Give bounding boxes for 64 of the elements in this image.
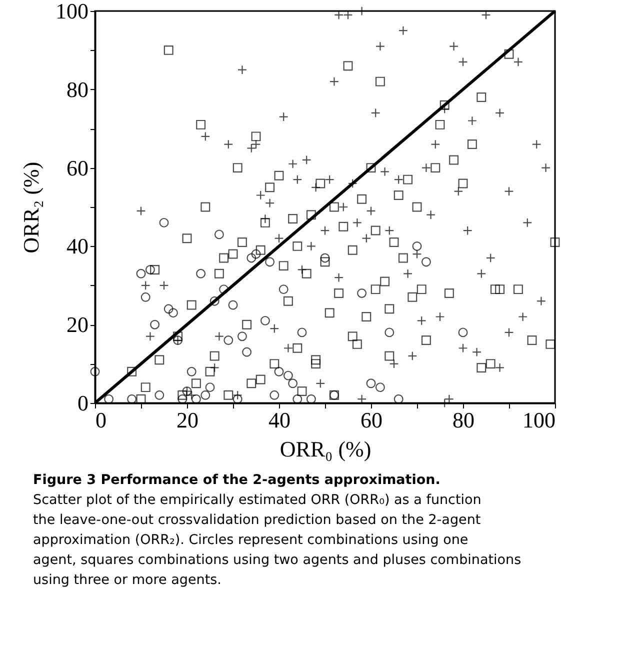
point [136,268,146,278]
point [329,390,339,400]
point [421,257,431,267]
point [270,390,280,400]
y-tick-label: 0 [78,390,88,416]
y-tick-label: 60 [66,155,88,180]
point [168,308,178,318]
point [154,390,164,400]
point [232,394,242,404]
y-tick-label: 20 [66,312,88,338]
point [186,366,196,376]
point [251,249,261,259]
point [366,378,376,388]
point [219,284,229,294]
point [196,268,206,278]
text: Scatter plot of the empirically estimated ORR (ORR₀) as a function the leave-one-out crossvalidation prediction based on the 2-agent approximation (ORR₂). Circles represent combinations using one agent, squares combinations using two agents and pluses combinations using three or more agents. [33,492,522,588]
caption: Figure 3 Performance of the 2-agents approximation. [33,472,440,488]
point [246,253,256,263]
point [394,394,404,404]
point [173,336,183,346]
point [214,230,224,240]
x-tick-label: 60 [360,408,382,432]
point [265,257,275,267]
point [224,336,234,346]
y-tick-label: 40 [66,234,88,259]
point [90,366,100,376]
x-tick-label: 0 [96,408,106,432]
point [127,394,137,404]
point [178,394,188,404]
y-axis-title: ORR₂ (%) [18,162,44,254]
point [200,390,210,400]
point [278,284,288,294]
point [145,264,155,274]
x-tick-label: 40 [268,408,290,432]
point [205,382,215,392]
x-tick-label: 80 [452,408,474,432]
point [104,394,114,404]
point [260,316,270,326]
x-axis-title: ORR₀ (%) [280,436,372,462]
point [288,378,298,388]
point [458,328,468,338]
point [140,292,150,302]
point [292,394,302,404]
point [320,253,330,263]
point [283,370,293,380]
point [357,288,367,298]
point [228,300,238,310]
y-tick-label: 100 [56,0,88,24]
point [297,328,307,338]
point [274,366,284,376]
point [306,394,316,404]
x-tick-label: 100 [522,408,556,432]
point [210,296,220,306]
point [375,382,385,392]
point [191,394,201,404]
point [242,347,252,357]
y-tick-label: 80 [66,76,88,102]
point [150,320,160,330]
point [159,218,169,228]
point [237,332,247,342]
point [164,304,174,314]
point [384,328,394,338]
x-tick-label: 20 [176,408,198,432]
point [412,241,422,251]
